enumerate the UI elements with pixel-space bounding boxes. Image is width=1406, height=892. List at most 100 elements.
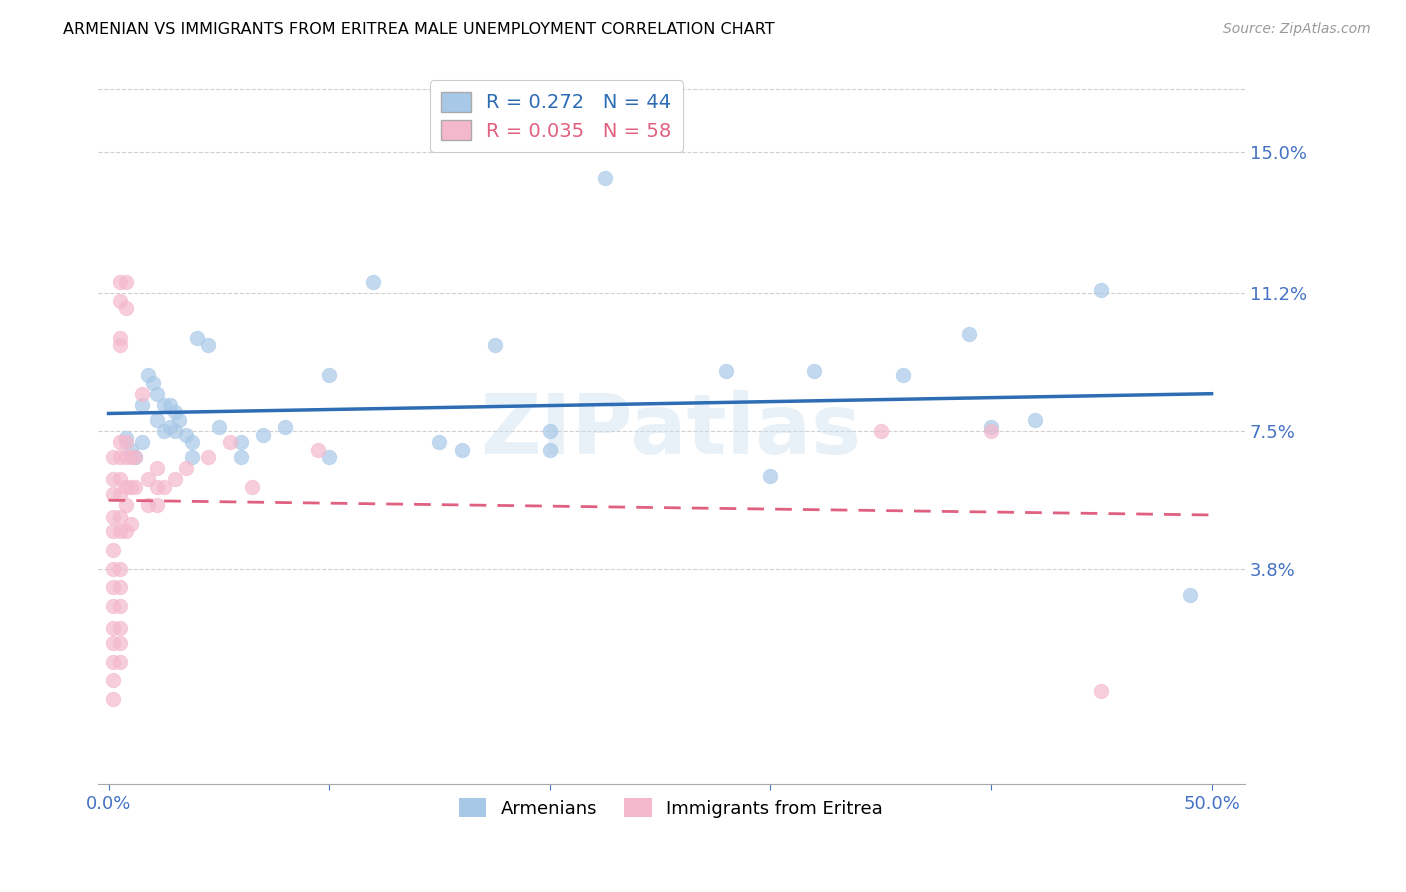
Point <box>152 398 174 412</box>
Point <box>229 435 252 450</box>
Point <box>163 405 186 419</box>
Point <box>108 580 131 594</box>
Point <box>115 480 138 494</box>
Point <box>167 413 190 427</box>
Point <box>101 655 124 669</box>
Point <box>361 275 384 289</box>
Point <box>174 461 197 475</box>
Point <box>181 435 204 450</box>
Point <box>131 386 153 401</box>
Point <box>101 580 124 594</box>
Point <box>124 480 146 494</box>
Point <box>108 509 131 524</box>
Point <box>274 420 297 434</box>
Point <box>218 435 240 450</box>
Point <box>538 424 561 438</box>
Point <box>120 450 142 464</box>
Point <box>101 599 124 613</box>
Point <box>101 673 124 688</box>
Point <box>115 275 138 289</box>
Point <box>101 543 124 558</box>
Point <box>101 487 124 501</box>
Point <box>980 420 1002 434</box>
Point <box>115 431 138 445</box>
Point <box>186 331 208 345</box>
Point <box>318 450 340 464</box>
Point <box>142 376 165 390</box>
Point <box>957 327 980 342</box>
Point <box>108 275 131 289</box>
Point <box>159 420 181 434</box>
Point <box>1024 413 1046 427</box>
Point <box>159 398 181 412</box>
Point <box>307 442 329 457</box>
Legend: Armenians, Immigrants from Eritrea: Armenians, Immigrants from Eritrea <box>453 791 890 825</box>
Point <box>108 524 131 539</box>
Point <box>197 338 219 352</box>
Point <box>163 424 186 438</box>
Point <box>429 435 451 450</box>
Point <box>108 655 131 669</box>
Point <box>108 435 131 450</box>
Point <box>108 450 131 464</box>
Point <box>101 472 124 486</box>
Point <box>450 442 472 457</box>
Point <box>252 427 274 442</box>
Point <box>538 442 561 457</box>
Text: ZIPatlas: ZIPatlas <box>481 391 862 472</box>
Point <box>131 398 153 412</box>
Point <box>869 424 891 438</box>
Text: Source: ZipAtlas.com: Source: ZipAtlas.com <box>1223 22 1371 37</box>
Point <box>115 301 138 315</box>
Point <box>181 450 204 464</box>
Point <box>120 442 142 457</box>
Point <box>803 364 825 378</box>
Point <box>115 499 138 513</box>
Point <box>101 691 124 706</box>
Point <box>146 413 169 427</box>
Point <box>240 480 263 494</box>
Point <box>115 450 138 464</box>
Point <box>101 561 124 575</box>
Point <box>108 338 131 352</box>
Point <box>229 450 252 464</box>
Point <box>318 368 340 383</box>
Point <box>146 480 169 494</box>
Point <box>593 170 616 185</box>
Point <box>108 561 131 575</box>
Point <box>124 450 146 464</box>
Point <box>208 420 231 434</box>
Point <box>980 424 1002 438</box>
Point <box>108 636 131 650</box>
Point <box>163 472 186 486</box>
Point <box>108 472 131 486</box>
Point <box>146 499 169 513</box>
Text: ARMENIAN VS IMMIGRANTS FROM ERITREA MALE UNEMPLOYMENT CORRELATION CHART: ARMENIAN VS IMMIGRANTS FROM ERITREA MALE… <box>63 22 775 37</box>
Point <box>197 450 219 464</box>
Point <box>759 468 782 483</box>
Point <box>174 427 197 442</box>
Point <box>120 516 142 531</box>
Point <box>136 368 159 383</box>
Point <box>108 621 131 635</box>
Point <box>108 293 131 308</box>
Point <box>115 435 138 450</box>
Point <box>108 331 131 345</box>
Point <box>152 480 174 494</box>
Point <box>1178 588 1201 602</box>
Point <box>1090 684 1112 698</box>
Point <box>136 472 159 486</box>
Point <box>120 480 142 494</box>
Point <box>101 524 124 539</box>
Point <box>136 499 159 513</box>
Point <box>101 509 124 524</box>
Point <box>124 450 146 464</box>
Point <box>146 461 169 475</box>
Point <box>131 435 153 450</box>
Point <box>101 450 124 464</box>
Point <box>101 636 124 650</box>
Point <box>115 524 138 539</box>
Point <box>152 424 174 438</box>
Point <box>101 621 124 635</box>
Point <box>716 364 738 378</box>
